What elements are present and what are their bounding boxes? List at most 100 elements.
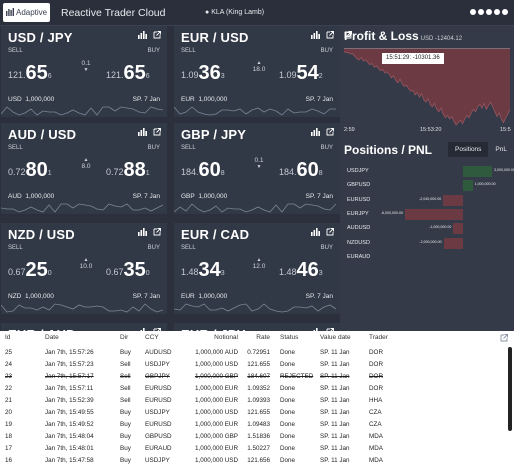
trade-row[interactable]: 17 Jan 7th, 15:48:01 Buy EURAUD 1,000,000 EU… <box>0 443 510 454</box>
buy-price-pip: 2 <box>318 73 323 80</box>
column-header[interactable]: CCY <box>145 334 159 341</box>
status-dot-icon <box>502 9 508 15</box>
connection-status[interactable] <box>470 9 508 15</box>
chart-icon[interactable] <box>138 328 147 331</box>
spread-arrow-icon: ▲ <box>256 60 262 66</box>
trade-cell: EURAUD <box>145 445 172 452</box>
notional-ccy: NZD <box>8 293 22 300</box>
trade-row[interactable]: 19 Jan 7th, 15:49:52 Buy EURUSD 1,000,000 EU… <box>0 419 510 430</box>
sell-price-pip: 1 <box>47 170 52 177</box>
chart-icon[interactable] <box>311 31 320 39</box>
spread: 0.1 ▼ <box>79 60 93 73</box>
tab-positions[interactable]: Positions <box>448 142 489 157</box>
popout-icon[interactable] <box>153 128 161 136</box>
popout-icon[interactable] <box>500 334 508 342</box>
sell-price-button[interactable]: 0.67250 <box>8 259 52 283</box>
trade-cell: 1.09483 <box>247 421 270 428</box>
chart-icon[interactable] <box>138 128 147 136</box>
popout-icon[interactable] <box>153 328 161 331</box>
adaptive-logo[interactable]: Adaptive <box>3 3 50 22</box>
sell-price-button[interactable]: 1.48343 <box>181 259 225 283</box>
position-bar[interactable]: 3,000,000.00 <box>463 166 514 177</box>
pnl-chart[interactable] <box>344 48 510 126</box>
notional-input[interactable]: EUR 1,000,000 <box>181 293 227 300</box>
trade-cell: 121.656 <box>247 457 270 464</box>
notional-ccy: EUR <box>181 96 195 103</box>
buy-price-button[interactable]: 1.48463 <box>279 259 323 283</box>
position-bar[interactable]: -6,000,000.00 <box>381 208 463 220</box>
buy-price-button[interactable]: 184.608 <box>279 159 323 183</box>
buy-price-button[interactable]: 0.67350 <box>106 259 150 283</box>
tab-pnl[interactable]: PnL <box>495 146 507 153</box>
sell-price-big: 60 <box>198 159 221 181</box>
position-bar[interactable]: -1,000,000.00 <box>429 223 463 235</box>
notional-input[interactable]: AUD 1,000,000 <box>8 193 54 200</box>
tile-pair: EUR / JPY <box>181 327 246 331</box>
position-bar[interactable]: -2,040,000.00 <box>419 194 463 206</box>
sell-price-button[interactable]: 184.608 <box>181 159 225 183</box>
trade-cell: Buy <box>120 457 131 464</box>
popout-icon[interactable] <box>344 31 352 39</box>
chart-icon[interactable] <box>311 228 320 236</box>
column-header[interactable]: Date <box>45 334 59 341</box>
column-header[interactable]: Trader <box>369 334 388 341</box>
column-header[interactable]: Dir <box>120 334 129 341</box>
popout-icon[interactable] <box>153 31 161 39</box>
trade-cell: 1,000,000 EUR <box>194 385 238 392</box>
sell-label: SELL <box>181 145 196 151</box>
tile-pair: USD / JPY <box>8 30 73 45</box>
pnl-total: USD -12404.12 <box>420 36 463 42</box>
column-header[interactable]: Status <box>280 334 299 341</box>
chart-icon[interactable] <box>311 328 320 331</box>
spread-value: 0.1 <box>81 60 91 67</box>
notional-input[interactable]: EUR 1,000,000 <box>181 96 227 103</box>
popout-icon[interactable] <box>153 228 161 236</box>
trade-cell: Buy <box>120 445 131 452</box>
column-header[interactable]: Value date <box>320 334 351 341</box>
trade-row[interactable]: 21 Jan 7th, 15:52:39 Sell EURUSD 1,000,000 E… <box>0 395 510 406</box>
trade-row[interactable]: 23 Jan 7th, 15:57:17 Sell GBPJPY 1,000,000 G… <box>0 371 510 382</box>
chart-icon[interactable] <box>138 228 147 236</box>
trade-row[interactable]: 25 Jan 7th, 15:57:26 Buy AUDUSD 1,000,000 AU… <box>0 347 510 358</box>
pnl-title-text: Profit & Loss <box>344 29 419 43</box>
chart-icon[interactable] <box>138 31 147 39</box>
chart-icon[interactable] <box>311 128 320 136</box>
trade-row[interactable]: 18 Jan 7th, 15:48:04 Buy GBPUSD 1,000,000 GB… <box>0 431 510 442</box>
buy-price-button[interactable]: 1.09542 <box>279 62 323 86</box>
column-header[interactable]: Rate <box>256 334 270 341</box>
trade-row[interactable]: 20 Jan 7th, 15:49:55 Buy USDJPY 1,000,000 US… <box>0 407 510 418</box>
spot-tile: USD / JPY SELL BUY 121.656 0.1 ▼ 121.656 USD 1,… <box>1 26 167 117</box>
positions-panel: Positions / PNL Positions PnL USDJPY 3,00… <box>340 139 514 331</box>
position-bar[interactable]: 1,000,000.00 <box>463 180 496 192</box>
trade-cell: Done <box>280 409 296 416</box>
sell-price-button[interactable]: 121.656 <box>8 62 52 86</box>
column-header[interactable]: Id <box>5 334 11 341</box>
position-bar[interactable]: -2,000,000.00 <box>419 237 463 249</box>
buy-price-button[interactable]: 121.656 <box>106 62 150 86</box>
trade-cell: SP. 11 Jan <box>320 421 350 428</box>
blotter-scrollbar[interactable] <box>508 347 512 431</box>
popout-icon[interactable] <box>326 328 334 331</box>
notional-input[interactable]: NZD 1,000,000 <box>8 293 54 300</box>
spot-tile: EUR / CAD SELL BUY 1.48343 ▲ 12.0 1.48463 EUR 1… <box>174 223 340 314</box>
column-header[interactable]: Notional <box>214 334 238 341</box>
buy-price-big: 88 <box>123 159 146 181</box>
popout-icon[interactable] <box>326 228 334 236</box>
price-sparkline <box>1 303 164 313</box>
buy-price-pip: 1 <box>145 170 150 177</box>
popout-icon[interactable] <box>326 128 334 136</box>
sell-label: SELL <box>8 48 23 54</box>
sell-price-button[interactable]: 1.09363 <box>181 62 225 86</box>
spot-tile: NZD / USD SELL BUY 0.67250 ▲ 10.0 0.67350 NZD 1… <box>1 223 167 314</box>
notional-input[interactable]: USD 1,000,000 <box>8 96 54 103</box>
popout-icon[interactable] <box>326 31 334 39</box>
trade-row[interactable]: 24 Jan 7th, 15:57:23 Sell USDJPY 1,000,000 U… <box>0 359 510 370</box>
buy-price-button[interactable]: 0.72881 <box>106 159 150 183</box>
notional-input[interactable]: GBP 1,000,000 <box>181 193 227 200</box>
trade-cell: AUDUSD <box>145 349 172 356</box>
trade-row[interactable]: 22 Jan 7th, 15:57:11 Sell EURUSD 1,000,000 E… <box>0 383 510 394</box>
sell-price-button[interactable]: 0.72801 <box>8 159 52 183</box>
trade-row[interactable]: 16 Jan 7th, 15:47:58 Buy USDJPY 1,000,000 US… <box>0 455 510 466</box>
trade-cell: Jan 7th, 15:48:04 <box>45 433 94 440</box>
spread: ▲ 10.0 <box>79 257 93 270</box>
